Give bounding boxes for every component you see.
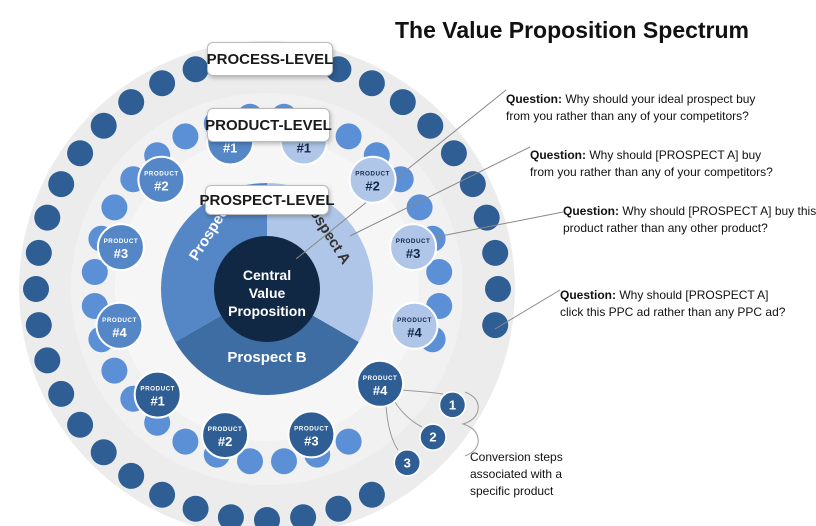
svg-text:#2: #2 <box>365 179 379 194</box>
svg-text:1: 1 <box>449 397 456 412</box>
svg-text:PRODUCT: PRODUCT <box>396 238 431 245</box>
svg-text:#3: #3 <box>406 246 420 261</box>
svg-text:3: 3 <box>404 455 411 470</box>
svg-text:PRODUCT: PRODUCT <box>294 425 329 432</box>
svg-text:#2: #2 <box>218 434 232 449</box>
svg-text:#4: #4 <box>407 325 422 340</box>
svg-text:#1: #1 <box>297 141 311 156</box>
svg-text:#4: #4 <box>373 383 388 398</box>
svg-text:Proposition: Proposition <box>228 303 306 319</box>
svg-text:#3: #3 <box>114 246 128 261</box>
svg-text:Prospect B: Prospect B <box>227 349 306 366</box>
svg-text:PRODUCT: PRODUCT <box>355 171 390 178</box>
svg-text:PRODUCT: PRODUCT <box>397 317 432 324</box>
svg-text:PRODUCT: PRODUCT <box>102 317 137 324</box>
svg-text:#1: #1 <box>150 394 164 409</box>
svg-text:#2: #2 <box>154 179 168 194</box>
svg-text:Central: Central <box>243 267 291 283</box>
svg-text:PRODUCT: PRODUCT <box>140 386 175 393</box>
svg-text:#3: #3 <box>304 433 318 448</box>
svg-text:PRODUCT: PRODUCT <box>144 171 179 178</box>
svg-text:2: 2 <box>429 430 436 445</box>
svg-text:PRODUCT: PRODUCT <box>104 238 139 245</box>
svg-text:PRODUCT: PRODUCT <box>363 375 398 382</box>
svg-text:#1: #1 <box>223 141 237 156</box>
svg-text:Value: Value <box>249 285 286 301</box>
svg-text:PRODUCT: PRODUCT <box>208 426 243 433</box>
svg-text:#4: #4 <box>112 325 127 340</box>
